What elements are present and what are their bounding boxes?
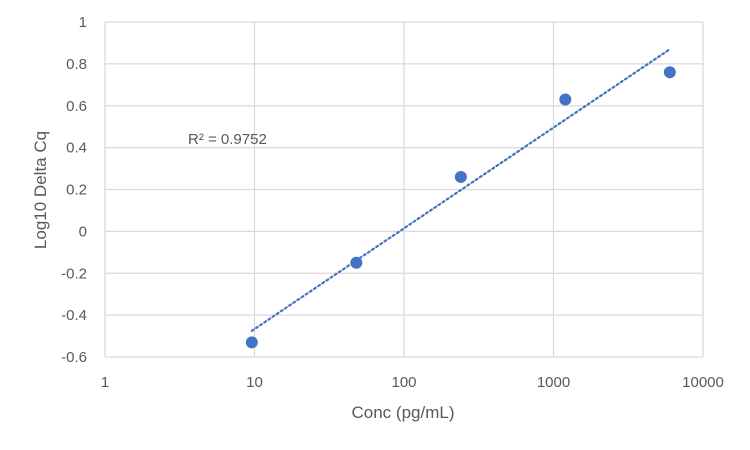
y-tick-label: 0.4: [66, 140, 87, 157]
data-point-1: [350, 256, 363, 269]
y-tick-label: -0.6: [61, 349, 87, 366]
y-axis-label: Log10 Delta Cq: [31, 131, 50, 249]
y-tick-label: 0.2: [66, 182, 87, 199]
trendline-group: [250, 48, 671, 332]
x-tick-label: 1: [101, 374, 109, 391]
data-point-0: [245, 336, 258, 349]
y-tick-label: 1: [79, 14, 87, 31]
x-tick-label: 1000: [537, 374, 570, 391]
x-axis-ticks: 1 10 100 1000 10000: [101, 374, 724, 391]
data-point-3: [559, 93, 572, 106]
y-axis-ticks: 1 0.8 0.6 0.4 0.2 0 -0.2 -0.4 -0.6: [61, 14, 87, 366]
x-tick-label: 100: [391, 374, 416, 391]
y-tick-label: -0.4: [61, 307, 87, 324]
grid-lines: [104, 21, 704, 358]
y-tick-label: -0.2: [61, 265, 87, 282]
x-tick-label: 10000: [682, 374, 724, 391]
y-tick-label: 0.8: [66, 56, 87, 73]
y-tick-label: 0: [79, 223, 87, 240]
x-axis-label: Conc (pg/mL): [352, 403, 455, 422]
trendline: [250, 48, 671, 332]
data-point-2: [454, 170, 467, 183]
y-tick-label: 0.6: [66, 98, 87, 115]
r-squared-annotation: R² = 0.9752: [188, 131, 267, 148]
x-tick-label: 10: [246, 374, 263, 391]
data-points: [245, 66, 676, 349]
data-point-4: [663, 66, 676, 79]
